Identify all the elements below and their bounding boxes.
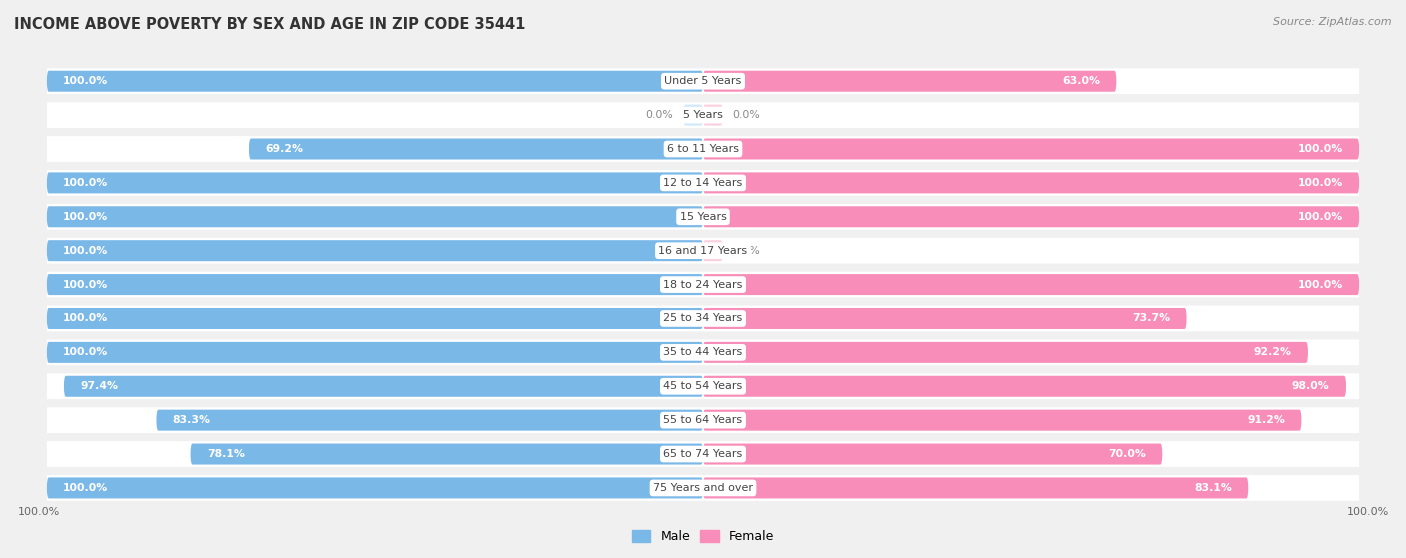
Legend: Male, Female: Male, Female <box>627 525 779 549</box>
FancyBboxPatch shape <box>249 138 703 160</box>
FancyBboxPatch shape <box>46 272 1360 297</box>
Text: 70.0%: 70.0% <box>1108 449 1146 459</box>
FancyBboxPatch shape <box>703 138 1360 160</box>
FancyBboxPatch shape <box>46 407 1360 433</box>
Text: 6 to 11 Years: 6 to 11 Years <box>666 144 740 154</box>
FancyBboxPatch shape <box>703 274 1360 295</box>
Text: 100.0%: 100.0% <box>63 178 108 188</box>
Text: 18 to 24 Years: 18 to 24 Years <box>664 280 742 290</box>
Text: 100.0%: 100.0% <box>1298 280 1343 290</box>
FancyBboxPatch shape <box>46 339 1360 365</box>
Text: 100.0%: 100.0% <box>1347 507 1389 517</box>
FancyBboxPatch shape <box>46 240 703 261</box>
Text: 83.3%: 83.3% <box>173 415 211 425</box>
FancyBboxPatch shape <box>46 475 1360 501</box>
Text: 91.2%: 91.2% <box>1247 415 1285 425</box>
FancyBboxPatch shape <box>703 240 723 261</box>
FancyBboxPatch shape <box>703 444 1163 465</box>
Text: 45 to 54 Years: 45 to 54 Years <box>664 381 742 391</box>
FancyBboxPatch shape <box>46 172 703 194</box>
FancyBboxPatch shape <box>156 410 703 431</box>
FancyBboxPatch shape <box>703 478 1249 498</box>
Text: 0.0%: 0.0% <box>645 110 673 120</box>
FancyBboxPatch shape <box>46 136 1360 162</box>
Text: 100.0%: 100.0% <box>63 246 108 256</box>
FancyBboxPatch shape <box>703 342 1308 363</box>
Text: INCOME ABOVE POVERTY BY SEX AND AGE IN ZIP CODE 35441: INCOME ABOVE POVERTY BY SEX AND AGE IN Z… <box>14 17 526 32</box>
FancyBboxPatch shape <box>46 170 1360 196</box>
Text: 55 to 64 Years: 55 to 64 Years <box>664 415 742 425</box>
FancyBboxPatch shape <box>46 478 703 498</box>
Text: 0.0%: 0.0% <box>733 246 761 256</box>
Text: 92.2%: 92.2% <box>1254 348 1292 357</box>
FancyBboxPatch shape <box>46 274 703 295</box>
FancyBboxPatch shape <box>46 306 1360 331</box>
Text: 0.0%: 0.0% <box>733 110 761 120</box>
FancyBboxPatch shape <box>46 373 1360 399</box>
Text: 100.0%: 100.0% <box>63 76 108 86</box>
FancyBboxPatch shape <box>46 204 1360 230</box>
Text: 15 Years: 15 Years <box>679 212 727 222</box>
FancyBboxPatch shape <box>46 206 703 227</box>
FancyBboxPatch shape <box>703 308 1187 329</box>
Text: 100.0%: 100.0% <box>63 483 108 493</box>
Text: 78.1%: 78.1% <box>207 449 245 459</box>
Text: 100.0%: 100.0% <box>17 507 59 517</box>
Text: 75 Years and over: 75 Years and over <box>652 483 754 493</box>
FancyBboxPatch shape <box>46 68 1360 94</box>
FancyBboxPatch shape <box>703 104 723 126</box>
Text: 100.0%: 100.0% <box>63 280 108 290</box>
FancyBboxPatch shape <box>191 444 703 465</box>
FancyBboxPatch shape <box>703 172 1360 194</box>
Text: 63.0%: 63.0% <box>1062 76 1099 86</box>
FancyBboxPatch shape <box>46 71 703 92</box>
FancyBboxPatch shape <box>63 376 703 397</box>
Text: 100.0%: 100.0% <box>1298 178 1343 188</box>
Text: 100.0%: 100.0% <box>1298 212 1343 222</box>
FancyBboxPatch shape <box>46 308 703 329</box>
Text: 16 and 17 Years: 16 and 17 Years <box>658 246 748 256</box>
FancyBboxPatch shape <box>683 104 703 126</box>
FancyBboxPatch shape <box>46 441 1360 467</box>
FancyBboxPatch shape <box>46 342 703 363</box>
FancyBboxPatch shape <box>46 238 1360 263</box>
Text: 100.0%: 100.0% <box>1298 144 1343 154</box>
Text: 100.0%: 100.0% <box>63 314 108 324</box>
Text: 5 Years: 5 Years <box>683 110 723 120</box>
Text: 69.2%: 69.2% <box>266 144 304 154</box>
FancyBboxPatch shape <box>46 102 1360 128</box>
Text: 100.0%: 100.0% <box>63 348 108 357</box>
Text: 83.1%: 83.1% <box>1194 483 1232 493</box>
Text: 65 to 74 Years: 65 to 74 Years <box>664 449 742 459</box>
Text: 97.4%: 97.4% <box>80 381 118 391</box>
Text: Under 5 Years: Under 5 Years <box>665 76 741 86</box>
Text: 25 to 34 Years: 25 to 34 Years <box>664 314 742 324</box>
FancyBboxPatch shape <box>703 71 1116 92</box>
FancyBboxPatch shape <box>703 410 1302 431</box>
Text: 73.7%: 73.7% <box>1132 314 1170 324</box>
Text: 100.0%: 100.0% <box>63 212 108 222</box>
Text: 98.0%: 98.0% <box>1292 381 1330 391</box>
Text: Source: ZipAtlas.com: Source: ZipAtlas.com <box>1274 17 1392 27</box>
FancyBboxPatch shape <box>703 376 1346 397</box>
FancyBboxPatch shape <box>703 206 1360 227</box>
Text: 35 to 44 Years: 35 to 44 Years <box>664 348 742 357</box>
Text: 12 to 14 Years: 12 to 14 Years <box>664 178 742 188</box>
